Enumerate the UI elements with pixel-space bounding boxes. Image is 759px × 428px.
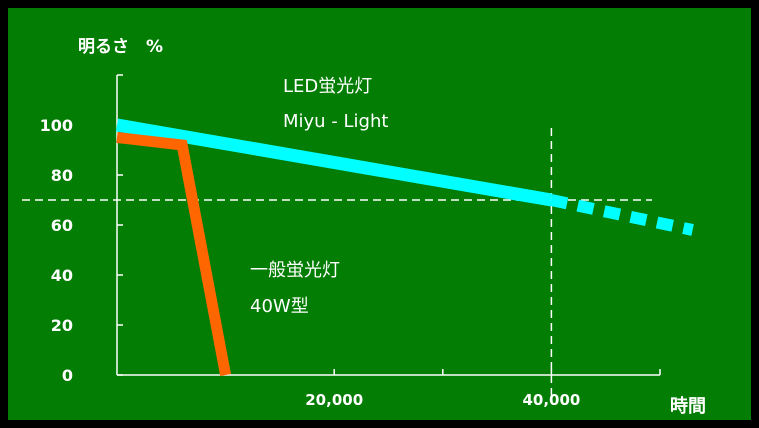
tick-labels: 0 20 40 60 80 100 20,000 40,000	[40, 116, 581, 409]
general-series-line	[116, 132, 232, 377]
led-series-label-line2: Miyu - Light	[283, 111, 388, 132]
y-tick-label: 100	[40, 116, 73, 135]
led-series-line	[115, 118, 553, 207]
general-series-label-line2: 40W型	[250, 296, 309, 317]
x-tick-label: 40,000	[522, 391, 580, 409]
y-tick-label: 80	[51, 166, 73, 185]
y-tick-label: 20	[51, 316, 73, 335]
chart-background	[8, 8, 751, 420]
x-tick-label: 20,000	[305, 391, 363, 409]
y-axis-label: 明るさ %	[78, 37, 163, 57]
general-series-label-line1: 一般蛍光灯	[250, 260, 340, 281]
y-tick-label: 0	[62, 366, 73, 385]
led-series-extrapolation	[550, 194, 694, 236]
y-tick-label: 40	[51, 266, 73, 285]
x-axis-label: 時間	[670, 396, 706, 417]
led-series-label-line1: LED蛍光灯	[283, 76, 372, 97]
series-layer	[115, 118, 694, 377]
y-tick-label: 60	[51, 216, 73, 235]
